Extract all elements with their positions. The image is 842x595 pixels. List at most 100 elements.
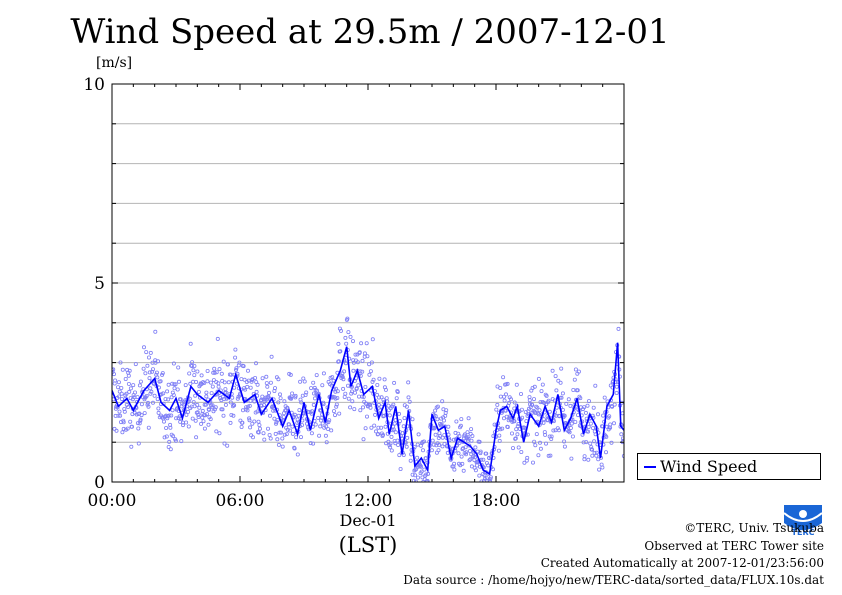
sample-point: [267, 413, 272, 418]
sample-point: [406, 395, 411, 400]
sample-point: [469, 438, 474, 443]
sample-point: [295, 452, 300, 457]
sample-point: [211, 378, 216, 383]
sample-point: [136, 426, 141, 431]
terc-logo: TERC: [782, 503, 824, 537]
sample-point: [544, 441, 549, 446]
sample-point: [376, 431, 381, 436]
sample-point: [188, 341, 193, 346]
sample-point: [431, 442, 436, 447]
sample-point: [614, 384, 619, 389]
sample-point: [129, 444, 134, 449]
sample-point: [468, 457, 473, 462]
sample-point: [435, 404, 440, 409]
sample-point: [321, 402, 326, 407]
sample-point: [204, 390, 209, 395]
sample-point: [404, 444, 409, 449]
sample-point: [126, 373, 131, 378]
sample-point: [404, 404, 409, 409]
sample-point: [530, 402, 535, 407]
sample-point: [525, 455, 530, 460]
sample-point: [477, 473, 482, 478]
sample-point: [255, 382, 260, 387]
sample-point: [289, 396, 294, 401]
sample-point: [355, 360, 360, 365]
sample-point: [487, 479, 492, 482]
sample-point: [212, 366, 217, 371]
sample-point: [365, 354, 370, 359]
sample-point: [141, 366, 146, 371]
sample-point: [282, 399, 287, 404]
sample-point: [167, 413, 172, 418]
sample-point: [141, 345, 146, 350]
sample-point: [419, 469, 424, 474]
sample-point: [142, 411, 147, 416]
sample-point: [250, 435, 255, 440]
sample-point: [380, 432, 385, 437]
sample-point: [444, 408, 449, 413]
sample-point: [461, 468, 466, 473]
sample-point: [345, 316, 350, 321]
sample-point: [320, 383, 325, 388]
sample-point: [514, 427, 519, 432]
sample-point: [310, 409, 315, 414]
sample-point: [203, 402, 208, 407]
sample-point: [512, 419, 517, 424]
sample-point: [373, 429, 378, 434]
sample-point: [188, 381, 193, 386]
sample-point: [173, 438, 178, 443]
sample-point: [113, 378, 118, 383]
sample-point: [336, 359, 341, 364]
sample-point: [371, 377, 376, 382]
sample-point: [213, 405, 218, 410]
sample-point: [244, 405, 249, 410]
sample-point: [229, 412, 234, 417]
sample-point: [388, 441, 393, 446]
sample-point: [189, 364, 194, 369]
sample-point: [262, 437, 267, 442]
sample-point: [230, 395, 235, 400]
sample-point: [570, 434, 575, 439]
sample-point: [409, 452, 414, 457]
sample-point: [233, 347, 238, 352]
sample-point: [275, 417, 280, 422]
sample-point: [121, 426, 126, 431]
sample-point: [481, 457, 486, 462]
sample-point: [247, 416, 252, 421]
sample-point: [458, 423, 463, 428]
sample-point: [569, 421, 574, 426]
sample-point: [376, 395, 381, 400]
sample-point: [514, 382, 519, 387]
x-tick-label: 12:00: [344, 491, 393, 511]
sample-point: [240, 420, 245, 425]
sample-point: [562, 439, 567, 444]
sample-point: [477, 439, 482, 444]
series-line-wind-speed: [112, 342, 624, 476]
sample-point: [138, 379, 143, 384]
sample-point: [538, 440, 543, 445]
sample-point: [155, 397, 160, 402]
sample-point: [463, 445, 468, 450]
sample-point: [312, 396, 317, 401]
sample-point: [473, 468, 478, 473]
sample-point: [281, 414, 286, 419]
sample-point: [179, 439, 184, 444]
sample-point: [467, 448, 472, 453]
sample-point: [423, 456, 428, 461]
sample-point: [228, 400, 233, 405]
sample-point: [335, 389, 340, 394]
sample-point: [488, 476, 493, 481]
sample-point: [440, 399, 445, 404]
sample-point: [619, 432, 624, 437]
sample-point: [392, 380, 397, 385]
sample-point: [290, 431, 295, 436]
sample-point: [144, 393, 149, 398]
sample-point: [148, 350, 153, 355]
sample-point: [351, 358, 356, 363]
sample-point: [350, 339, 355, 344]
sample-point: [367, 372, 372, 377]
sample-point: [120, 397, 125, 402]
sample-point: [287, 428, 292, 433]
sample-point: [346, 396, 351, 401]
sample-point: [146, 355, 151, 360]
